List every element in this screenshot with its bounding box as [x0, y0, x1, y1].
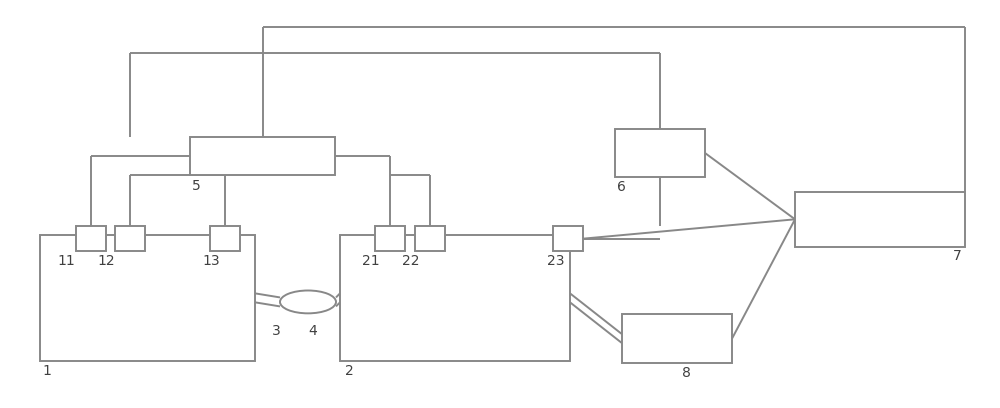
- Bar: [615, 129, 705, 177]
- Bar: [375, 226, 405, 251]
- Bar: [210, 226, 240, 251]
- Bar: [76, 226, 106, 251]
- Bar: [40, 235, 255, 361]
- Text: 6: 6: [617, 180, 626, 194]
- Bar: [190, 137, 335, 175]
- Text: 7: 7: [953, 249, 962, 263]
- Text: 2: 2: [345, 364, 354, 378]
- Bar: [795, 192, 965, 247]
- Text: 23: 23: [547, 254, 564, 268]
- Text: 1: 1: [42, 364, 51, 378]
- Bar: [340, 235, 570, 361]
- Text: 5: 5: [192, 179, 201, 193]
- Bar: [115, 226, 145, 251]
- Bar: [622, 314, 732, 363]
- Circle shape: [280, 290, 336, 313]
- Text: 4: 4: [308, 324, 317, 337]
- Text: 3: 3: [272, 324, 281, 337]
- Text: 21: 21: [362, 254, 380, 268]
- Text: 12: 12: [97, 254, 115, 268]
- Text: 8: 8: [682, 366, 691, 380]
- Bar: [415, 226, 445, 251]
- Text: 11: 11: [57, 254, 75, 268]
- Text: 13: 13: [202, 254, 220, 268]
- Bar: [553, 226, 583, 251]
- Text: 22: 22: [402, 254, 420, 268]
